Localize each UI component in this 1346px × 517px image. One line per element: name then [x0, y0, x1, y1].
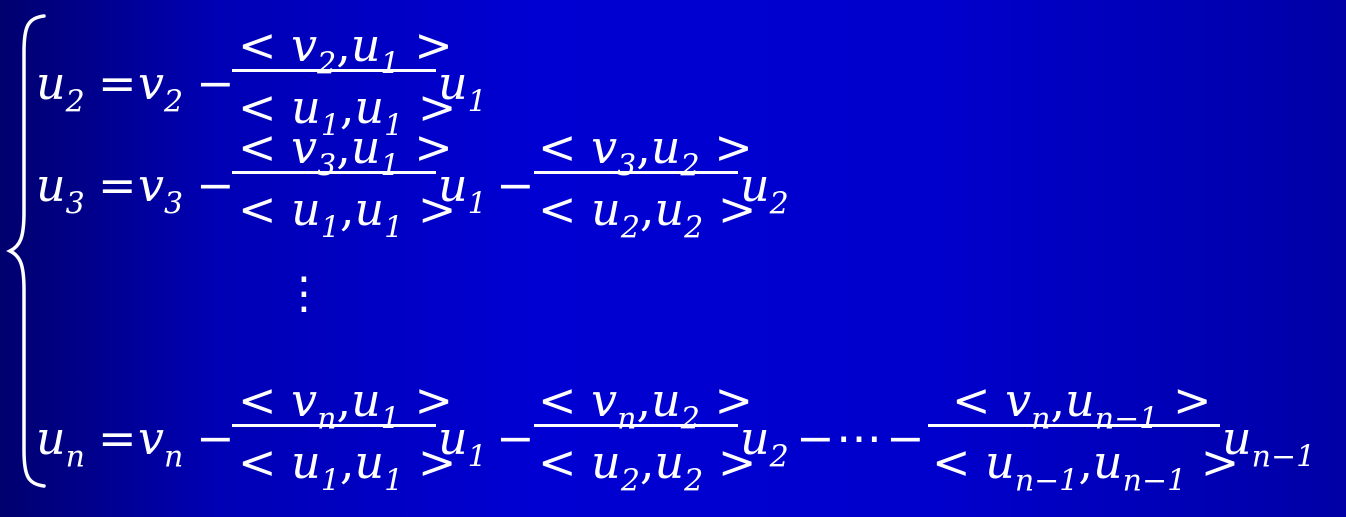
fraction-bar — [534, 171, 738, 174]
fraction-bar — [232, 171, 436, 174]
equals-sign: = — [98, 56, 137, 110]
term-u1: u1 — [438, 56, 487, 120]
term-u2: u2 — [740, 411, 789, 475]
lhs-u3: u3 — [36, 158, 85, 222]
fraction-denominator: < u2,u2 > — [538, 435, 757, 499]
lhs-un: un — [36, 411, 85, 475]
equals-sign: = — [98, 411, 137, 465]
term-unm1: un−1 — [1222, 411, 1316, 475]
minus-sign: − — [196, 411, 235, 465]
fraction-denominator: < un−1,un−1 > — [932, 435, 1240, 499]
fraction-bar — [232, 69, 436, 72]
minus-sign: − — [796, 411, 835, 465]
minus-sign: − — [886, 411, 925, 465]
fraction-denominator: < u1,u1 > — [238, 182, 457, 246]
fraction-denominator: < u1,u1 > — [238, 80, 457, 144]
fraction-numerator: < vn,u2 > — [538, 373, 754, 437]
fraction-denominator: < u1,u1 > — [238, 435, 457, 499]
fraction-bar — [232, 424, 436, 427]
fraction-bar — [928, 424, 1220, 427]
fraction-bar — [534, 424, 738, 427]
minus-sign: − — [196, 56, 235, 110]
minus-sign: − — [496, 158, 535, 212]
term-vn: vn — [138, 411, 184, 475]
fraction-denominator: < u2,u2 > — [538, 182, 757, 246]
vertical-ellipsis: ⋮ — [282, 268, 326, 319]
term-u2: u2 — [740, 158, 789, 222]
minus-sign: − — [196, 158, 235, 212]
term-v2: v2 — [138, 56, 184, 120]
fraction-numerator: < vn,un−1 > — [952, 373, 1212, 437]
equals-sign: = — [98, 158, 137, 212]
term-u1: u1 — [438, 411, 487, 475]
left-brace — [6, 14, 46, 488]
lhs-u2: u2 — [36, 56, 85, 120]
term-u1: u1 — [438, 158, 487, 222]
fraction-numerator: < v3,u2 > — [538, 120, 753, 184]
term-v3: v3 — [138, 158, 184, 222]
minus-sign: − — [496, 411, 535, 465]
horizontal-ellipsis: ⋯ — [836, 411, 882, 465]
